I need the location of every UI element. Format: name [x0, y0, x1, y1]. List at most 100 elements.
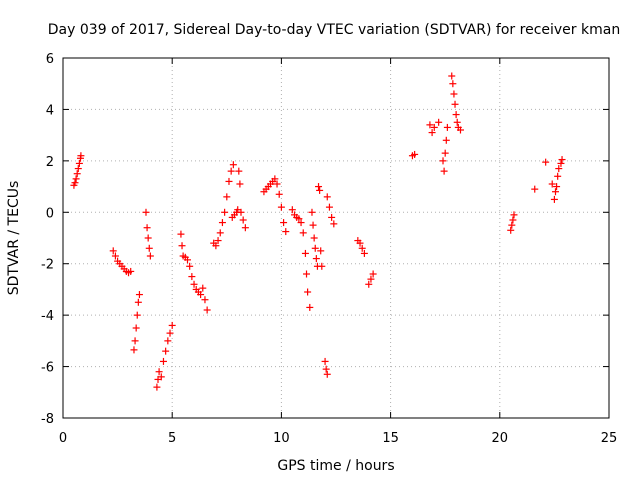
data-point: [440, 167, 448, 175]
data-point: [358, 244, 366, 252]
data-point: [71, 179, 79, 187]
data-point: [557, 159, 565, 167]
data-point: [428, 129, 436, 137]
chart-title: Day 039 of 2017, Sidereal Day-to-day VTE…: [48, 22, 620, 38]
data-point: [448, 72, 456, 80]
axis-ticks: 0 5 10 15 20 25 -8 -6 -4 -2 0 2 4 6: [41, 52, 617, 446]
y-tick-label: -4: [41, 309, 54, 324]
data-point: [144, 234, 152, 242]
data-point: [553, 183, 561, 191]
data-point: [273, 180, 281, 188]
data-point: [365, 280, 373, 288]
x-tick-label: 25: [601, 431, 618, 446]
data-point: [542, 158, 550, 166]
y-tick-label: 0: [46, 206, 54, 221]
data-point: [203, 306, 211, 314]
y-tick-label: 2: [46, 155, 54, 170]
data-point: [186, 262, 194, 270]
data-point: [159, 357, 167, 365]
data-point: [531, 185, 539, 193]
data-point: [212, 242, 220, 250]
data-point: [509, 216, 517, 224]
data-point: [301, 249, 309, 257]
data-point: [548, 180, 556, 188]
data-point: [164, 337, 172, 345]
data-point: [166, 329, 174, 337]
data-point: [216, 229, 224, 237]
data-point: [309, 221, 317, 229]
y-tick-label: 6: [46, 52, 54, 67]
data-point: [288, 206, 296, 214]
data-point: [134, 298, 142, 306]
data-point: [311, 244, 319, 252]
data-point: [443, 123, 451, 131]
x-tick-label: 0: [59, 431, 67, 446]
data-point: [241, 224, 249, 232]
data-point: [74, 165, 82, 173]
data-point: [306, 303, 314, 311]
data-point: [277, 203, 285, 211]
data-point: [551, 188, 559, 196]
data-point: [449, 80, 457, 88]
data-point: [510, 211, 518, 219]
data-point: [295, 215, 303, 223]
data-point: [507, 226, 515, 234]
data-point: [508, 221, 516, 229]
data-point: [310, 234, 318, 242]
data-point: [325, 203, 333, 211]
data-point: [430, 123, 438, 131]
data-point: [317, 247, 325, 255]
grid: [63, 58, 609, 418]
y-axis-label: SDTVAR / TECUs: [6, 181, 22, 296]
data-point: [297, 219, 305, 227]
y-tick-label: -2: [41, 258, 54, 273]
data-point: [456, 126, 464, 134]
data-point: [282, 228, 290, 236]
data-points: [70, 72, 566, 391]
data-point: [558, 156, 566, 164]
data-point: [323, 193, 331, 201]
data-point: [360, 249, 368, 257]
x-tick-label: 10: [273, 431, 290, 446]
data-point: [235, 167, 243, 175]
x-tick-label: 5: [168, 431, 176, 446]
data-point: [435, 118, 443, 126]
data-point: [135, 291, 143, 299]
data-point: [178, 242, 186, 250]
data-point: [321, 357, 329, 365]
data-point: [308, 208, 316, 216]
data-point: [157, 373, 165, 381]
data-point: [554, 172, 562, 180]
data-point: [201, 296, 209, 304]
data-point: [155, 368, 163, 376]
data-point: [439, 157, 447, 165]
data-point: [214, 237, 222, 245]
data-point: [183, 256, 191, 264]
data-point: [72, 175, 80, 183]
data-point: [75, 159, 83, 167]
data-point: [369, 270, 377, 278]
plot-frame: [62, 57, 610, 419]
data-point: [142, 208, 150, 216]
data-point: [168, 321, 176, 329]
data-point: [218, 219, 226, 227]
data-point: [229, 161, 237, 169]
data-point: [162, 347, 170, 355]
data-point: [555, 165, 563, 173]
data-point: [237, 208, 245, 216]
data-point: [322, 365, 330, 373]
data-point: [225, 177, 233, 185]
data-point: [188, 273, 196, 281]
data-point: [197, 291, 205, 299]
data-point: [73, 170, 81, 178]
data-point: [323, 370, 331, 378]
data-point: [146, 252, 154, 260]
data-point: [143, 224, 151, 232]
data-point: [145, 244, 153, 252]
data-point: [77, 152, 85, 160]
data-point: [452, 111, 460, 119]
data-point: [271, 175, 279, 183]
data-point: [315, 183, 323, 191]
data-point: [330, 220, 338, 228]
data-point: [299, 229, 307, 237]
